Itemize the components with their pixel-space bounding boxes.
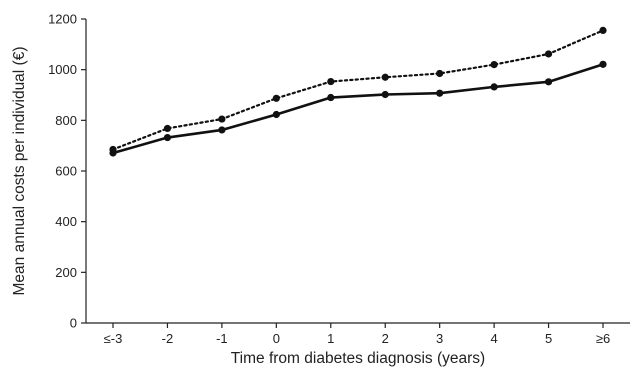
y-tick-label: 0 <box>70 316 77 331</box>
data-point <box>163 124 172 133</box>
x-tick-label: -2 <box>162 331 174 346</box>
x-tick-label: -1 <box>216 331 228 346</box>
series-dotted <box>109 26 607 154</box>
data-point <box>490 61 498 69</box>
data-point <box>599 26 607 34</box>
y-tick-label: 400 <box>55 214 77 229</box>
series-line-solid <box>112 63 604 155</box>
x-tick-label: 4 <box>490 331 497 346</box>
y-tick-label: 600 <box>55 164 77 179</box>
data-point <box>599 60 607 68</box>
series-solid <box>109 60 607 157</box>
x-tick-label: 0 <box>273 331 280 346</box>
y-tick-label: 1200 <box>48 12 77 27</box>
data-point <box>490 83 498 91</box>
data-point <box>272 94 280 102</box>
x-tick-label: 5 <box>545 331 552 346</box>
x-tick-label: ≥6 <box>596 331 610 346</box>
data-point <box>381 73 389 81</box>
y-tick-label: 1000 <box>48 62 77 77</box>
x-tick-label: 1 <box>327 331 334 346</box>
series-line-dotted <box>111 29 605 151</box>
y-tick-label: 800 <box>55 113 77 128</box>
y-axis: 0 200 400 600 800 1000 1200 <box>48 12 87 331</box>
x-tick-label: 2 <box>382 331 389 346</box>
data-point <box>163 133 172 142</box>
data-point <box>327 77 335 86</box>
series-layer <box>109 26 607 157</box>
data-point <box>218 126 226 134</box>
y-tick-label: 200 <box>55 265 77 280</box>
data-point <box>218 115 226 123</box>
x-axis: ≤-3 -2 -1 0 1 2 3 4 5 ≥6 <box>86 322 630 346</box>
x-axis-title: Time from diabetes diagnosis (years) <box>231 350 485 367</box>
data-point <box>544 78 553 86</box>
data-point <box>436 69 444 78</box>
data-point <box>544 50 553 58</box>
x-tick-label: 3 <box>436 331 443 346</box>
x-tick-label: ≤-3 <box>104 331 123 346</box>
data-point <box>109 149 117 157</box>
data-point <box>327 93 335 102</box>
y-axis-title: Mean annual costs per individual (€) <box>11 47 28 296</box>
data-point <box>436 89 444 97</box>
data-point <box>381 90 389 99</box>
data-point <box>272 110 280 119</box>
